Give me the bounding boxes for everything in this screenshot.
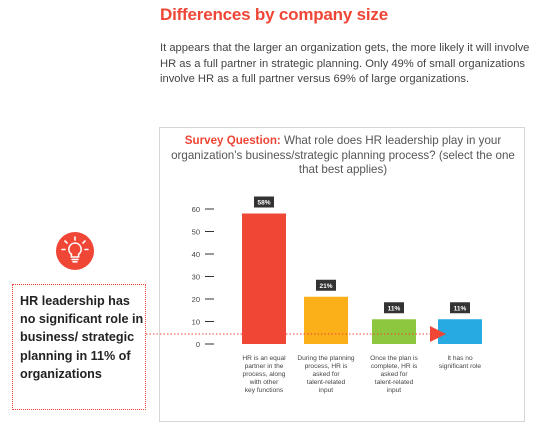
- x-category-label: key functions: [245, 387, 284, 394]
- x-category-label: process, HR is: [305, 363, 349, 370]
- y-tick-label: 60: [192, 205, 200, 214]
- y-tick-label: 10: [192, 318, 200, 327]
- x-category-label: It has no: [447, 355, 473, 362]
- bar: [242, 213, 286, 344]
- value-label-badge: [384, 302, 404, 314]
- x-category-label: During the planning: [297, 355, 355, 362]
- lightbulb-icon: [56, 232, 94, 270]
- data-label: 58%: [257, 200, 270, 207]
- x-category-label: significant role: [439, 363, 481, 370]
- x-category-label: asked for: [380, 371, 408, 378]
- survey-question-label: Survey Question:: [184, 134, 281, 147]
- x-category-label: talent-related: [307, 379, 346, 386]
- x-category-label: complete, HR is: [371, 363, 418, 370]
- survey-question-text: What role does HR leadership play in you…: [171, 134, 515, 176]
- bar: [438, 319, 482, 344]
- x-category-label: input: [319, 387, 333, 394]
- callout-text: HR leadership has no significant role in…: [20, 294, 144, 381]
- y-tick-label: 40: [192, 250, 200, 259]
- x-category-label: Once the plan is: [370, 355, 418, 362]
- y-tick-label: 0: [196, 340, 200, 349]
- chart-card: Survey Question: What role does HR leade…: [159, 127, 525, 422]
- bar: [304, 296, 348, 344]
- section-heading: Differences by company size: [160, 5, 388, 24]
- intro-paragraph: It appears that the larger an organizati…: [160, 42, 530, 86]
- x-category-label: process, along: [243, 371, 286, 378]
- connector-arrow-icon: [430, 326, 446, 342]
- y-tick-label: 50: [192, 228, 200, 237]
- data-label: 11%: [388, 305, 401, 312]
- x-category-label: HR is an equal: [242, 355, 286, 362]
- bar: [372, 319, 416, 344]
- data-label: 21%: [319, 283, 332, 290]
- x-category-label: talent-related: [375, 379, 414, 386]
- callout-box: [12, 284, 146, 410]
- y-tick-label: 30: [192, 273, 200, 282]
- value-label-badge: [316, 279, 336, 291]
- survey-question: Survey Question: What role does HR leade…: [167, 134, 519, 178]
- x-category-label: asked for: [312, 371, 340, 378]
- value-label-badge: [450, 302, 470, 314]
- x-category-label: partner in the: [245, 363, 284, 370]
- x-category-label: input: [387, 387, 401, 394]
- value-label-badge: [254, 196, 274, 208]
- y-tick-label: 20: [192, 295, 200, 304]
- data-label: 11%: [454, 305, 467, 312]
- x-category-label: with other: [249, 379, 279, 386]
